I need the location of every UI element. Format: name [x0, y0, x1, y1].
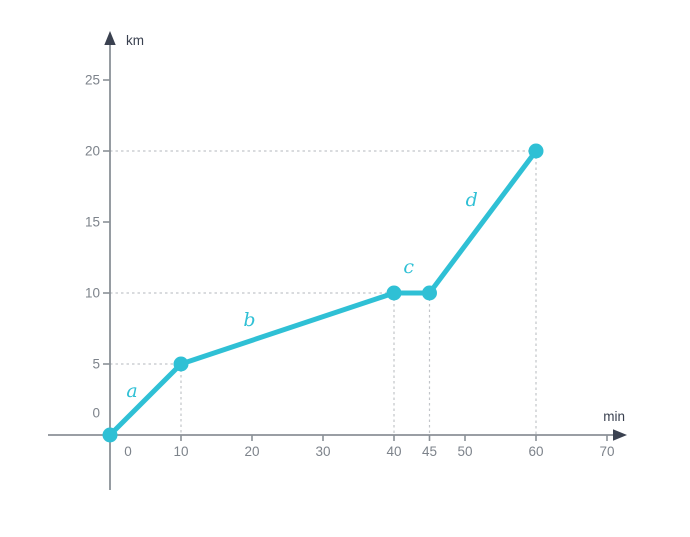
segment-label-d: d [466, 189, 478, 211]
y-tick-label: 25 [85, 73, 100, 88]
x-tick-label: 70 [599, 444, 614, 459]
data-point [173, 356, 189, 372]
y-tick-label: 10 [85, 286, 100, 301]
y-tick-label: 20 [85, 144, 100, 159]
x-tick-label: 0 [124, 444, 132, 459]
segment-label-c: c [403, 256, 414, 278]
x-tick-label: 40 [386, 444, 401, 459]
x-tick-label: 60 [528, 444, 543, 459]
x-axis-arrow-icon [613, 429, 627, 441]
x-tick-label: 50 [457, 444, 472, 459]
x-tick-label: 45 [422, 444, 437, 459]
data-point [422, 285, 437, 301]
y-tick-label: 0 [92, 406, 100, 421]
data-point [102, 427, 118, 443]
segment-label-b: b [243, 309, 255, 331]
y-tick-label: 15 [85, 215, 100, 230]
x-tick-label: 30 [315, 444, 330, 459]
x-axis-unit-label: min [603, 409, 625, 424]
segment-label-a: a [126, 380, 137, 402]
y-axis-unit-label: km [126, 33, 144, 48]
y-tick-label: 5 [92, 357, 100, 372]
x-tick-label: 20 [244, 444, 259, 459]
x-tick-label: 10 [173, 444, 188, 459]
data-point [528, 143, 544, 159]
data-point [386, 285, 402, 301]
y-axis-arrow-icon [104, 31, 116, 45]
